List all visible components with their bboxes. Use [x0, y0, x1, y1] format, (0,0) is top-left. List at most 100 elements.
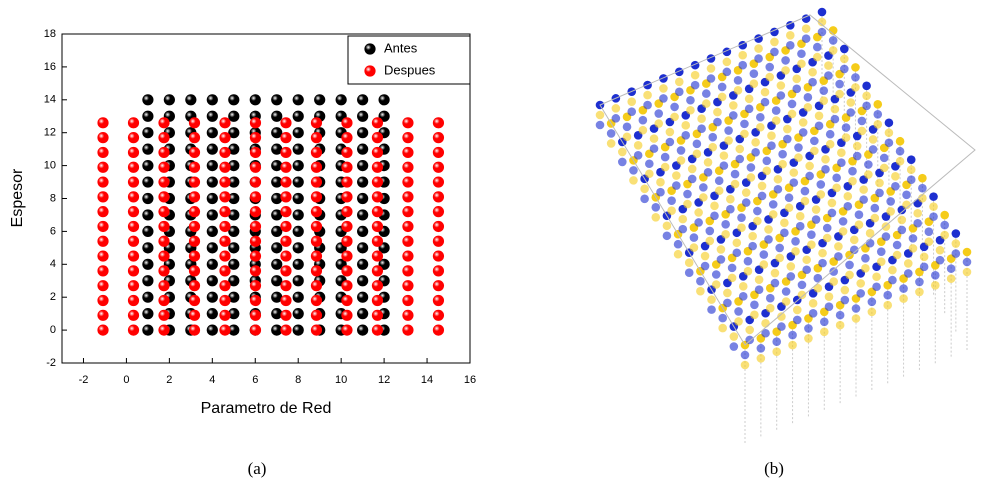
atom: [892, 250, 902, 260]
point: [280, 117, 292, 129]
legend-marker: [364, 65, 376, 77]
point: [357, 127, 369, 139]
point: [188, 235, 201, 247]
point: [432, 117, 445, 129]
atom: [611, 114, 621, 123]
point: [280, 191, 292, 203]
point: [206, 291, 218, 303]
point: [357, 275, 369, 287]
atom: [884, 128, 894, 138]
point: [127, 294, 140, 307]
atom: [817, 27, 827, 37]
point: [357, 192, 369, 205]
atom: [935, 255, 945, 265]
point: [432, 161, 445, 173]
atom: [710, 211, 719, 221]
atom: [849, 245, 859, 255]
point: [249, 146, 262, 159]
atom: [751, 138, 760, 147]
atom: [865, 238, 875, 248]
point: [280, 161, 292, 173]
atom: [718, 323, 727, 333]
point: [314, 94, 326, 106]
atom: [846, 108, 856, 117]
atom: [789, 178, 799, 187]
atom: [768, 200, 778, 209]
atom: [787, 99, 797, 109]
atom: [750, 310, 759, 320]
atom: [633, 140, 643, 150]
point: [142, 258, 154, 270]
atom: [749, 69, 759, 78]
atom: [786, 272, 796, 281]
atom: [892, 240, 902, 250]
point: [357, 160, 369, 172]
atom: [717, 82, 727, 92]
atom: [781, 66, 790, 75]
atom: [801, 14, 811, 23]
point: [402, 309, 414, 321]
point: [249, 132, 262, 144]
point: [310, 132, 323, 144]
point: [158, 220, 170, 233]
atom: [710, 201, 719, 211]
point: [158, 280, 170, 292]
atom: [781, 297, 791, 306]
atom: [708, 132, 718, 142]
point: [292, 94, 304, 106]
atom: [875, 178, 884, 188]
point: [271, 127, 283, 139]
point: [310, 206, 323, 218]
point: [402, 280, 414, 292]
atom: [794, 143, 803, 152]
point: [249, 324, 262, 336]
point: [188, 294, 201, 307]
atom: [633, 150, 643, 160]
point: [97, 220, 109, 233]
point: [357, 209, 369, 221]
atom: [770, 278, 780, 288]
atom: [749, 79, 759, 88]
point: [228, 176, 240, 188]
atom: [660, 152, 670, 162]
atom: [789, 168, 799, 177]
atom: [827, 208, 837, 218]
atom: [915, 277, 924, 287]
atom: [724, 126, 733, 135]
atom: [801, 34, 811, 43]
atom: [804, 324, 813, 333]
atom: [738, 292, 748, 301]
point: [158, 206, 170, 218]
atom: [835, 320, 845, 330]
atom: [732, 248, 742, 258]
point: [292, 143, 304, 155]
atom: [689, 233, 699, 242]
atom: [738, 282, 748, 291]
point: [142, 127, 154, 139]
atom: [622, 122, 632, 132]
atom: [737, 213, 746, 222]
x-tick-label: 16: [464, 374, 476, 386]
atom: [797, 59, 806, 69]
atom: [754, 44, 763, 53]
point: [228, 308, 240, 320]
atom: [824, 302, 834, 311]
point: [219, 117, 231, 129]
atom: [678, 224, 688, 234]
point: [310, 250, 323, 262]
point: [292, 242, 304, 254]
point: [219, 294, 231, 307]
atom: [800, 186, 810, 196]
point: [97, 161, 109, 173]
atom: [683, 199, 692, 209]
point: [271, 258, 283, 270]
atom: [930, 270, 940, 280]
point: [271, 308, 283, 320]
point: [97, 294, 109, 307]
atom: [788, 330, 797, 340]
point: [249, 176, 262, 188]
y-tick-label: 0: [50, 324, 56, 336]
point: [158, 176, 170, 188]
atom: [649, 134, 659, 143]
point: [341, 191, 353, 203]
